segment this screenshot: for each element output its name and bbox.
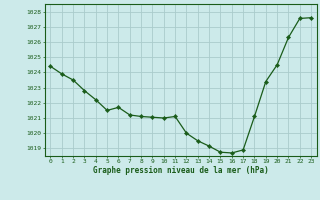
X-axis label: Graphe pression niveau de la mer (hPa): Graphe pression niveau de la mer (hPa) [93,166,269,175]
